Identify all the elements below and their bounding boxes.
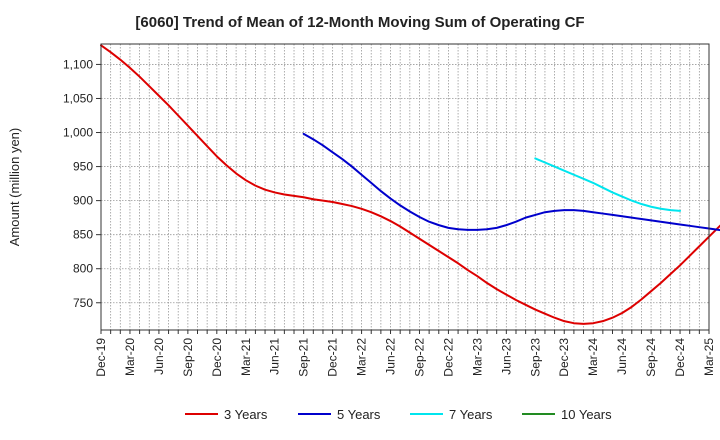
x-tick-label: Mar-23: [470, 338, 484, 376]
plot-area: [101, 44, 709, 330]
x-tick-label: Mar-25: [702, 338, 716, 376]
series-line-3-years: [100, 44, 720, 325]
x-tick-label: Jun-24: [615, 338, 629, 375]
y-tick-label: 1,100: [63, 57, 93, 71]
y-tick-label: 750: [73, 296, 93, 310]
x-tick-label: Mar-22: [355, 338, 369, 376]
x-tick-label: Dec-22: [441, 338, 455, 377]
x-tick-label: Mar-21: [239, 338, 253, 376]
x-tick-label: Jun-22: [384, 338, 398, 375]
legend: 3 Years 5 Years 7 Years 10 Years: [185, 407, 612, 422]
x-tick-label: Sep-22: [412, 338, 426, 377]
plot-frame: [100, 43, 710, 331]
legend-label-7-years: 7 Years: [449, 407, 493, 422]
y-axis: 750 800 850 900 950 1,000 1,050 1,100: [63, 57, 101, 310]
y-tick-label: 800: [73, 262, 93, 276]
x-tick-label: Jun-21: [268, 338, 282, 375]
y-tick-label: 1,000: [63, 126, 93, 140]
x-tick-label: Mar-24: [586, 338, 600, 376]
x-tick-label: Sep-20: [181, 338, 195, 377]
x-axis: Dec-19 Mar-20 Jun-20 Sep-20 Dec-20 Mar-21 Jun-…: [94, 330, 716, 377]
y-tick-label: 900: [73, 194, 93, 208]
x-tick-label: Jun-20: [152, 338, 166, 375]
legend-label-5-years: 5 Years: [337, 407, 381, 422]
y-tick-label: 950: [73, 160, 93, 174]
series-line-5-years: [302, 132, 720, 232]
x-tick-label: Sep-23: [528, 338, 542, 377]
series-lines: [100, 44, 720, 325]
x-tick-label: Dec-24: [673, 338, 687, 377]
y-tick-label: 1,050: [63, 91, 93, 105]
x-tick-label: Dec-23: [557, 338, 571, 377]
chart-title: [6060] Trend of Mean of 12-Month Moving …: [135, 14, 585, 31]
series-line-7-years: [534, 157, 682, 212]
x-tick-label: Dec-21: [326, 338, 340, 377]
y-tick-label: 850: [73, 228, 93, 242]
plot-background: [101, 44, 709, 330]
legend-label-3-years: 3 Years: [224, 407, 268, 422]
x-tick-label: Mar-20: [123, 338, 137, 376]
x-tick-label: Jun-23: [499, 338, 513, 375]
x-tick-label: Sep-21: [297, 338, 311, 377]
x-tick-label: Sep-24: [644, 338, 658, 377]
x-tick-label: Dec-20: [210, 338, 224, 377]
y-axis-title: Amount (million yen): [7, 128, 22, 247]
x-tick-label: Dec-19: [94, 338, 108, 377]
legend-label-10-years: 10 Years: [561, 407, 612, 422]
